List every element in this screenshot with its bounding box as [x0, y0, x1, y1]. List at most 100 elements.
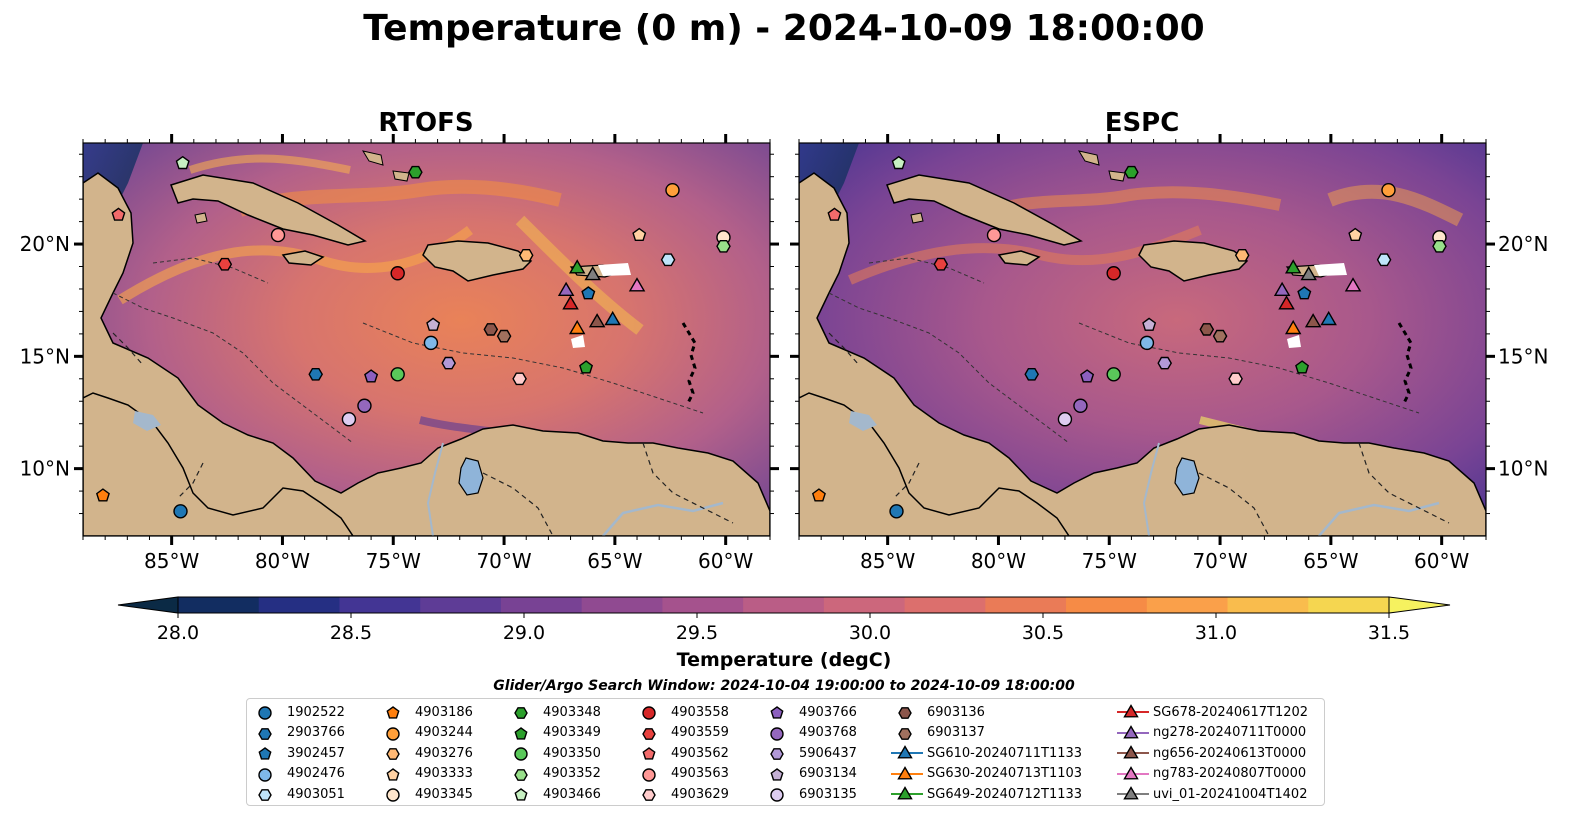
marker-espc-SG678-20240617T1202	[1278, 295, 1295, 310]
legend-marker	[1117, 724, 1149, 739]
legend-label: 4903559	[671, 725, 729, 740]
legend-marker	[514, 707, 528, 719]
legend-symbol	[258, 767, 272, 782]
marker-rtofs-4903352	[716, 239, 731, 253]
colorbar-tick-label: 30.5	[1022, 622, 1064, 644]
legend-item: 6903135	[759, 784, 857, 804]
legend-symbol	[514, 788, 528, 801]
legend-item: 4903350	[503, 743, 601, 763]
panel-title-rtofs: RTOFS	[378, 108, 474, 138]
legend-marker	[1117, 765, 1149, 780]
legend-label: 4903333	[415, 766, 473, 781]
marker-espc-4903768	[1073, 398, 1088, 413]
marker-espc-SG649-20240712T1133	[1284, 259, 1302, 274]
legend-marker	[898, 707, 912, 719]
legend-symbol	[642, 727, 656, 740]
legend-marker	[386, 767, 400, 781]
legend-symbol	[1123, 786, 1139, 800]
marker-espc-uvi_01-20241004T1402	[1300, 265, 1317, 281]
marker-rtofs-4903562	[111, 207, 126, 221]
legend-symbol	[258, 727, 272, 740]
legend-marker	[770, 767, 784, 781]
y-tick-label-left: 15°N	[20, 344, 70, 368]
colorbar-tick-label: 28.0	[157, 622, 199, 644]
legend-marker	[642, 706, 656, 720]
legend-marker	[258, 727, 272, 740]
marker-rtofs-6903135	[341, 412, 357, 427]
legend-symbol	[897, 786, 913, 800]
map-panel-espc	[798, 142, 1487, 537]
legend-marker	[891, 786, 923, 800]
marker-rtofs-6903134	[426, 317, 441, 331]
legend-label: 2903766	[287, 725, 345, 740]
map-panel-rtofs	[82, 142, 771, 537]
markers-rtofs	[95, 155, 731, 519]
marker-rtofs-4902476	[423, 335, 439, 351]
colorbar-tick-label: 28.5	[330, 622, 372, 644]
legend-symbol	[897, 745, 913, 759]
legend-symbol	[1123, 704, 1139, 718]
legend-label: 4903768	[799, 725, 857, 740]
x-tick-label-espc: 70°W	[1192, 549, 1247, 573]
x-tick-label-espc: 75°W	[1082, 549, 1137, 573]
legend-item: 2903766	[247, 723, 345, 743]
legend-symbol	[770, 767, 784, 781]
legend-label: 5906437	[799, 745, 857, 761]
y-tick-label-left: 10°N	[20, 457, 70, 481]
legend-symbol	[386, 706, 400, 719]
x-tick-label-rtofs: 70°W	[476, 549, 531, 573]
legend-label: 4903348	[543, 704, 601, 720]
marker-espc-SG610-20240711T1133	[1320, 310, 1337, 326]
legend-symbol	[514, 726, 528, 740]
legend-label: SG630-20240713T1103	[927, 766, 1083, 781]
legend-item: SG630-20240713T1103	[887, 764, 1082, 784]
legend-item: 1902522	[247, 702, 345, 722]
legend-symbol	[1123, 765, 1139, 780]
marker-rtofs-4903244	[665, 182, 680, 198]
legend-marker	[258, 789, 272, 801]
legend-label: 4903350	[543, 745, 601, 761]
colorbar-tick-label: 29.0	[503, 622, 545, 644]
legend-symbol	[898, 727, 912, 740]
legend-marker	[514, 788, 528, 801]
legend-symbol	[897, 765, 913, 780]
colorbar-segment	[1227, 597, 1309, 613]
legend-item: 4903348	[503, 702, 601, 722]
marker-rtofs-SG678-20240617T1202	[562, 295, 579, 310]
legend: 1902522 2903766 3902457 4902476 4903051 49031…	[246, 698, 1325, 806]
legend-marker	[891, 765, 923, 780]
legend-item: 4903051	[247, 784, 345, 804]
colorbar-min-extend	[117, 596, 179, 614]
colorbar-tick-label: 30.0	[849, 622, 891, 644]
marker-rtofs-ng783-20240807T0000	[628, 277, 646, 292]
marker-rtofs-4903350	[390, 367, 405, 382]
marker-rtofs-4903051	[660, 253, 676, 267]
legend-label: 4903466	[543, 786, 601, 802]
panel-title-espc: ESPC	[1104, 108, 1180, 138]
legend-marker	[514, 768, 528, 781]
marker-rtofs-SG630-20240713T1103	[568, 319, 586, 335]
marker-rtofs-4903349	[579, 360, 594, 374]
legend-marker	[258, 706, 272, 720]
legend-item: 4903562	[631, 743, 729, 763]
marker-espc-6903137	[1212, 329, 1228, 343]
legend-item: ng783-20240807T0000	[1113, 764, 1306, 784]
marker-rtofs-4903186	[95, 488, 110, 502]
x-tick-label-rtofs: 85°W	[144, 549, 199, 573]
marker-espc-4903244	[1381, 182, 1396, 198]
marker-rtofs-4903629	[512, 372, 527, 386]
legend-item: ng278-20240711T0000	[1113, 723, 1306, 743]
figure-title: Temperature (0 m) - 2024-10-09 18:00:00	[363, 8, 1205, 49]
marker-rtofs-SG610-20240711T1133	[604, 310, 621, 326]
colorbar-segment	[258, 597, 340, 613]
legend-item: 6903136	[887, 702, 985, 722]
marker-espc-1902522	[889, 504, 904, 519]
colorbar-max-extend	[1388, 596, 1451, 614]
colorbar-tick-label: 29.5	[676, 622, 718, 644]
legend-label: 4903349	[543, 725, 601, 740]
legend-label: 1902522	[287, 704, 345, 720]
legend-symbol	[258, 706, 272, 720]
legend-item: ng656-20240613T0000	[1113, 743, 1306, 763]
x-tick-label-espc: 65°W	[1303, 549, 1358, 573]
marker-espc-4903629	[1228, 372, 1243, 386]
